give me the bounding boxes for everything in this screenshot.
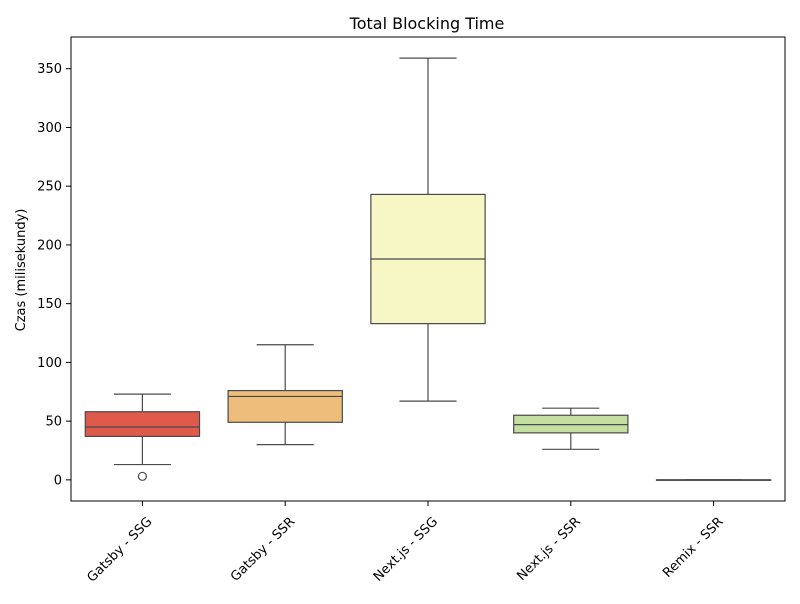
x-tick-label: Next.js - SSG	[371, 514, 441, 584]
y-tick-label: 300	[37, 121, 62, 136]
x-tick-label: Remix - SSR	[660, 514, 726, 580]
box-group	[513, 407, 629, 450]
box-group	[84, 393, 201, 481]
box-iqr	[84, 411, 201, 437]
y-tick-label: 150	[37, 297, 62, 312]
y-axis-label: Czas (milisekundy)	[14, 209, 29, 332]
box-group	[227, 344, 343, 446]
plot-frame	[70, 36, 786, 502]
box-iqr	[227, 389, 343, 423]
y-tick-label: 100	[37, 356, 62, 371]
outlier-point	[137, 471, 147, 481]
y-tick-label: 200	[37, 238, 62, 253]
chart-title: Total Blocking Time	[349, 14, 505, 33]
x-tick-label: Next.js - SSR	[514, 514, 584, 584]
x-tick-label: Gatsby - SSR	[228, 514, 298, 584]
plot-area: 0 50 100 150 200 250 300 350 Gatsby - SSG Gatsby …	[37, 36, 786, 585]
y-tick-label: 50	[45, 415, 62, 430]
x-tick-label: Gatsby - SSG	[84, 514, 155, 585]
box-group	[655, 479, 772, 481]
y-tick-label: 0	[54, 473, 62, 488]
box-group	[370, 57, 486, 402]
y-tick-label: 350	[37, 62, 62, 77]
y-tick-label: 250	[37, 180, 62, 195]
